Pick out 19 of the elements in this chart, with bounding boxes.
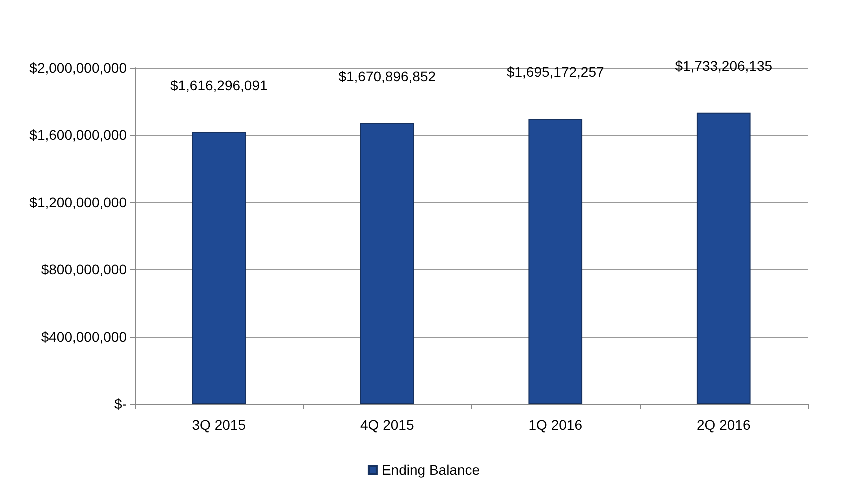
y-tick-label: $1,600,000,000 xyxy=(30,127,128,144)
data-label: $1,695,172,257 xyxy=(506,64,604,80)
bar xyxy=(360,123,414,404)
data-label: $1,670,896,852 xyxy=(338,68,436,84)
y-tick-label: $2,000,000,000 xyxy=(30,60,128,76)
y-tick-label: $800,000,000 xyxy=(41,262,128,278)
x-tick-label: 1Q 2016 xyxy=(528,417,583,433)
y-tick-label: $- xyxy=(114,396,128,412)
y-tick-label: $400,000,000 xyxy=(41,328,128,345)
data-label: $1,616,296,091 xyxy=(170,77,268,94)
legend-label: Ending Balance xyxy=(382,462,480,478)
data-label: $1,733,206,135 xyxy=(675,58,773,74)
bar xyxy=(528,119,583,404)
x-tick-label: 4Q 2015 xyxy=(360,417,414,433)
x-tick-label: 2Q 2016 xyxy=(697,417,751,433)
y-tick-label: $1,200,000,000 xyxy=(30,194,128,210)
bar xyxy=(696,112,751,404)
bar xyxy=(192,132,246,404)
x-tick-label: 3Q 2015 xyxy=(192,417,246,433)
